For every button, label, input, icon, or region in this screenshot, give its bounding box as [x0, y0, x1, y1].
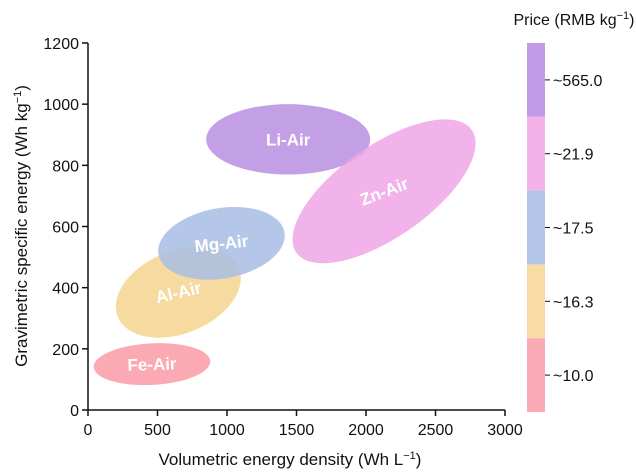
- colorbar-band-10-0: [527, 338, 545, 412]
- region-mg-air: [158, 206, 285, 280]
- colorbar-label-17-5: ~17.5: [553, 221, 594, 238]
- colorbar-label-16-3: ~16.3: [553, 294, 594, 311]
- colorbar-label-21-9: ~21.9: [553, 147, 594, 164]
- y-tick-label: 1200: [43, 36, 79, 53]
- colorbar-label-10-0: ~10.0: [553, 368, 594, 385]
- colorbar-label-565-0: ~565.0: [553, 73, 602, 90]
- region-zn-air: [292, 119, 476, 264]
- region-li-air: [206, 104, 371, 175]
- axis-titles: Volumetric energy density (Wh L−1) Gravi…: [12, 10, 635, 469]
- region-label-li-air: Li-Air: [266, 130, 311, 149]
- colorbar-band-17-5: [527, 190, 545, 265]
- y-tick-label: 0: [70, 403, 79, 420]
- y-axis-title: Gravimetric specific energy (Wh kg−1): [12, 85, 31, 367]
- colorbar-band-21-9: [527, 116, 545, 191]
- y-tick-label: 1000: [43, 97, 79, 114]
- x-tick-label: 2000: [348, 422, 384, 439]
- region-label-fe-air: Fe-Air: [127, 354, 177, 375]
- y-tick-label: 400: [52, 281, 79, 298]
- y-tick-label: 200: [52, 342, 79, 359]
- colorbar-band-565-0: [527, 43, 545, 117]
- y-tick-label: 600: [52, 220, 79, 237]
- x-axis-title: Volumetric energy density (Wh L−1): [159, 450, 422, 469]
- x-tick-label: 0: [84, 422, 93, 439]
- x-tick-label: 1500: [279, 422, 315, 439]
- colorbar-band-16-3: [527, 264, 545, 339]
- y-tick-label: 800: [52, 158, 79, 175]
- colorbar: ~565.0 ~21.9 ~17.5 ~16.3 ~10.0: [527, 43, 602, 412]
- x-tick-label: 500: [144, 422, 171, 439]
- colorbar-title: Price (RMB kg−1): [514, 10, 635, 29]
- x-tick-label: 2500: [418, 422, 454, 439]
- region-fe-air: [93, 343, 211, 386]
- x-tick-label: 3000: [487, 422, 523, 439]
- axes-layer: 0 500 1000 1500 2000 2500 3000 0 200 400 600 800 100…: [43, 36, 522, 439]
- x-tick-label: 1000: [209, 422, 245, 439]
